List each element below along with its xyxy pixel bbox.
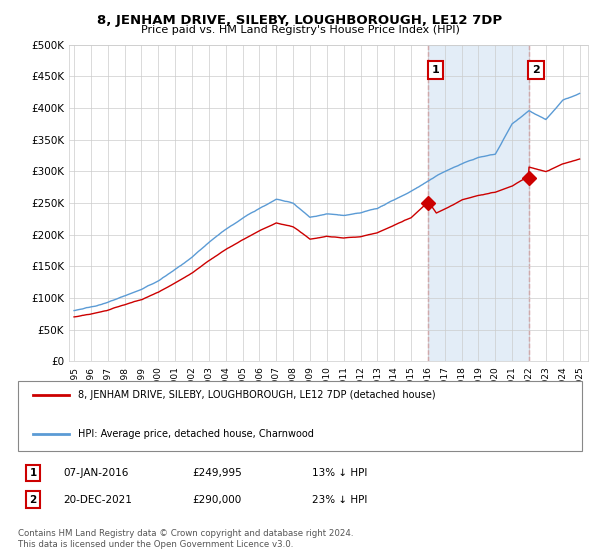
Text: 1: 1 [29,468,37,478]
Text: 07-JAN-2016: 07-JAN-2016 [63,468,128,478]
Text: 8, JENHAM DRIVE, SILEBY, LOUGHBOROUGH, LE12 7DP (detached house): 8, JENHAM DRIVE, SILEBY, LOUGHBOROUGH, L… [78,390,436,400]
Text: 2: 2 [532,65,539,75]
Text: 1: 1 [432,65,440,75]
Text: 23% ↓ HPI: 23% ↓ HPI [312,494,367,505]
Text: 2: 2 [29,494,37,505]
Text: £290,000: £290,000 [192,494,241,505]
Text: £249,995: £249,995 [192,468,242,478]
Text: Price paid vs. HM Land Registry's House Price Index (HPI): Price paid vs. HM Land Registry's House … [140,25,460,35]
Bar [428,45,529,361]
Text: 20-DEC-2021: 20-DEC-2021 [63,494,132,505]
Text: HPI: Average price, detached house, Charnwood: HPI: Average price, detached house, Char… [78,429,314,439]
Text: 13% ↓ HPI: 13% ↓ HPI [312,468,367,478]
Text: 8, JENHAM DRIVE, SILEBY, LOUGHBOROUGH, LE12 7DP: 8, JENHAM DRIVE, SILEBY, LOUGHBOROUGH, L… [97,14,503,27]
Text: Contains HM Land Registry data © Crown copyright and database right 2024.
This d: Contains HM Land Registry data © Crown c… [18,529,353,549]
